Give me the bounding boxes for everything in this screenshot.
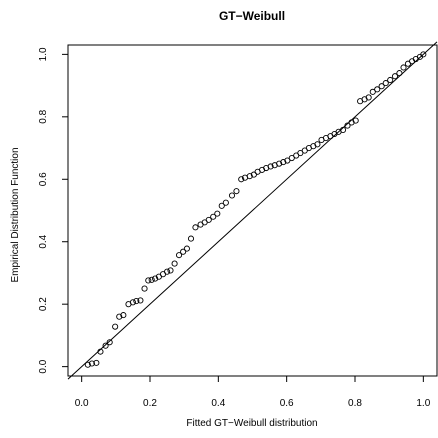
data-point	[400, 64, 407, 71]
data-point	[284, 157, 291, 164]
x-tick-label: 1.0	[416, 398, 430, 409]
data-point	[192, 224, 199, 231]
y-tick-label: 0.4	[38, 234, 49, 248]
y-tick-label: 1.0	[38, 47, 49, 61]
y-tick-label: 0.6	[38, 172, 49, 186]
data-point	[148, 276, 155, 283]
data-point	[167, 267, 174, 274]
data-point	[222, 199, 229, 206]
x-axis-label: Fitted GT−Weibull distribution	[186, 418, 317, 429]
data-point	[205, 216, 212, 223]
data-point	[297, 149, 304, 157]
data-point	[280, 159, 287, 166]
data-point	[84, 361, 91, 368]
y-axis-label: Empirical Distribution Function	[10, 147, 21, 282]
data-point	[129, 299, 136, 306]
data-point	[175, 252, 183, 259]
data-point	[288, 154, 295, 162]
y-tick-label: 0.2	[38, 297, 49, 311]
data-point	[145, 277, 152, 284]
data-point	[339, 126, 347, 133]
data-point	[183, 245, 190, 252]
data-point	[233, 188, 240, 195]
data-point	[112, 323, 119, 330]
data-point	[187, 235, 195, 242]
data-point	[387, 76, 394, 84]
data-point	[374, 86, 381, 93]
data-point	[218, 202, 225, 209]
data-point	[120, 312, 127, 319]
data-point	[396, 70, 403, 77]
data-point	[238, 176, 245, 183]
x-tick-label: 0.2	[143, 398, 157, 409]
data-point	[382, 80, 389, 87]
data-point	[246, 173, 253, 180]
data-point	[344, 122, 351, 129]
data-point	[365, 94, 372, 101]
y-tick-label: 0.0	[38, 359, 49, 373]
data-point	[164, 268, 171, 275]
data-point	[133, 298, 140, 305]
y-axis: 0.0 0.2 0.4 0.6 0.8 1.0	[38, 47, 68, 374]
data-points	[84, 51, 427, 368]
chart-title: GT−Weibull	[219, 9, 285, 23]
data-point	[391, 73, 399, 80]
reference-line	[67, 41, 438, 380]
data-point	[102, 342, 109, 349]
data-point	[141, 285, 148, 292]
data-point	[171, 260, 178, 267]
plot-box	[67, 44, 438, 377]
data-point	[267, 163, 274, 170]
data-point	[314, 141, 321, 148]
data-point	[116, 313, 123, 320]
x-tick-label: 0.8	[348, 398, 362, 409]
data-point	[214, 210, 221, 217]
x-axis: 0.0 0.2 0.4 0.6 0.8 1.0	[75, 376, 431, 409]
data-point	[378, 83, 385, 90]
data-point	[137, 297, 144, 304]
data-point	[210, 213, 217, 220]
reference-line-group	[67, 41, 438, 380]
data-point	[352, 117, 359, 124]
data-point	[420, 51, 427, 58]
x-tick-label: 0.4	[211, 398, 225, 409]
data-point	[152, 275, 159, 282]
data-point	[228, 192, 236, 199]
data-point	[106, 339, 113, 346]
data-point	[180, 248, 187, 255]
data-point	[276, 160, 283, 167]
x-tick-label: 0.6	[280, 398, 294, 409]
data-point	[93, 359, 100, 366]
y-tick-label: 0.8	[38, 109, 49, 123]
data-point	[369, 88, 376, 95]
data-point	[97, 348, 104, 355]
x-tick-label: 0.0	[75, 398, 89, 409]
data-point	[88, 360, 95, 367]
